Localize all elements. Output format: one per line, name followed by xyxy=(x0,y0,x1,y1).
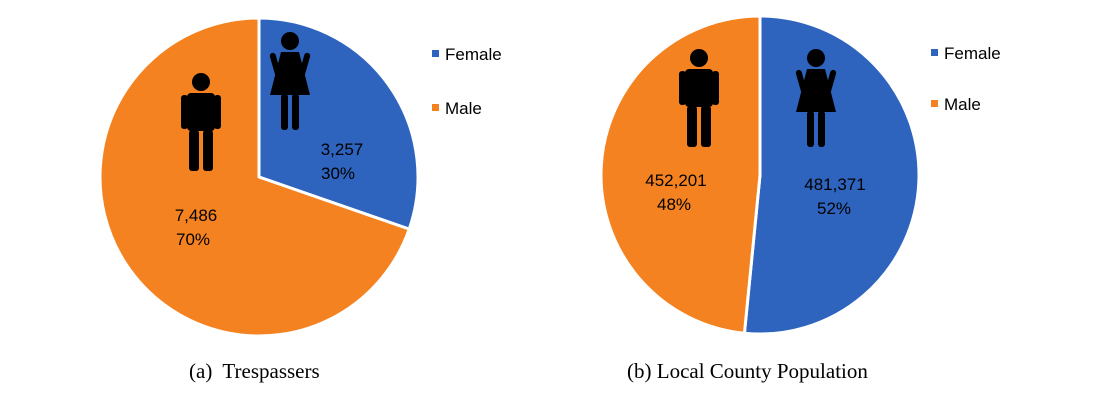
slice-label-male-percent: 70% xyxy=(176,230,210,249)
pie-local-county-population xyxy=(599,14,921,336)
legend: Female Male xyxy=(931,44,1001,114)
legend-swatch-female xyxy=(931,49,938,56)
legend-label-female: Female xyxy=(944,44,1001,63)
pie-slice-male xyxy=(98,16,411,338)
slice-label-female-percent: 30% xyxy=(321,164,355,183)
legend-swatch-male xyxy=(931,100,938,107)
slice-label-female-value: 3,257 xyxy=(321,140,364,159)
slice-label-female-percent: 52% xyxy=(817,199,851,218)
slice-label-female-value: 481,371 xyxy=(804,175,865,194)
slice-label-male-value: 452,201 xyxy=(645,171,706,190)
chart-trespassers: 3,257 30% 7,486 70% Female Male (a) Tres… xyxy=(98,16,502,383)
slice-label-male-value: 7,486 xyxy=(175,206,218,225)
pie-slice-male xyxy=(599,14,762,335)
pie-trespassers xyxy=(98,16,420,338)
legend-label-female: Female xyxy=(445,45,502,64)
slice-label-male-percent: 48% xyxy=(657,195,691,214)
legend-label-male: Male xyxy=(944,95,981,114)
legend: Female Male xyxy=(432,45,502,118)
caption-trespassers: (a) Trespassers xyxy=(189,359,320,383)
legend-swatch-female xyxy=(432,50,439,57)
legend-swatch-male xyxy=(432,104,439,111)
chart-local-county-population: 452,201 48% 481,371 52% Female Male (b) … xyxy=(599,14,1001,383)
pie-slice-female xyxy=(742,14,921,336)
caption-local-county-population: (b) Local County Population xyxy=(627,359,868,383)
legend-label-male: Male xyxy=(445,99,482,118)
